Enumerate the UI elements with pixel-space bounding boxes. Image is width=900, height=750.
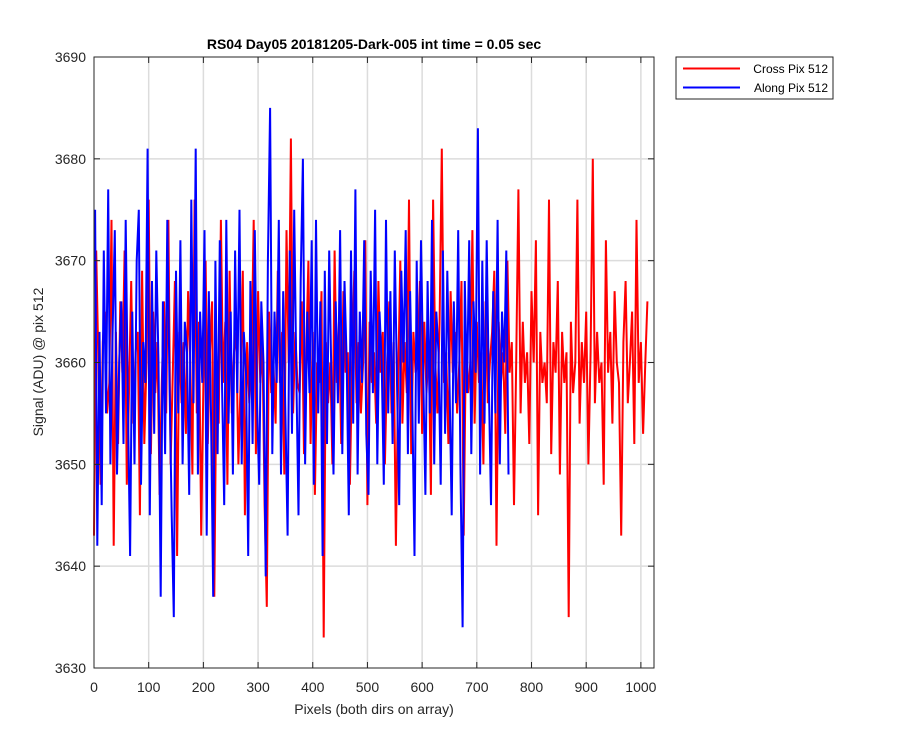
y-tick-label: 3660 [55,355,86,371]
x-axis-label: Pixels (both dirs on array) [294,701,454,717]
x-tick-label: 700 [465,679,489,695]
y-tick-label: 3640 [55,558,86,574]
x-tick-label: 100 [137,679,161,695]
x-tick-label: 500 [356,679,380,695]
x-tick-label: 600 [410,679,434,695]
plot-area [93,107,649,638]
x-tick-label: 900 [575,679,599,695]
legend-label-along: Along Pix 512 [754,81,828,95]
tick-labels: 0 100 200 300 400 500 600 700 800 900 1000 3630 3640… [55,49,657,695]
legend[interactable]: Cross Pix 512 Along Pix 512 [675,56,834,100]
series-line-along-pix-512 [94,107,510,628]
y-axis-label: Signal (ADU) @ pix 512 [30,287,46,436]
y-tick-label: 3690 [55,49,86,65]
y-tick-label: 3630 [55,660,86,676]
ticks [93,56,654,669]
x-tick-label: 200 [192,679,216,695]
x-tick-label: 800 [520,679,544,695]
x-tick-label: 300 [246,679,270,695]
y-tick-label: 3650 [55,456,86,472]
legend-label-cross: Cross Pix 512 [753,62,828,76]
chart-title: RS04 Day05 20181205-Dark-005 int time = … [207,36,541,52]
x-tick-label: 0 [90,679,98,695]
x-tick-label: 400 [301,679,325,695]
legend-box [675,56,834,100]
x-tick-label: 1000 [625,679,656,695]
y-tick-label: 3670 [55,253,86,269]
y-tick-label: 3680 [55,151,86,167]
